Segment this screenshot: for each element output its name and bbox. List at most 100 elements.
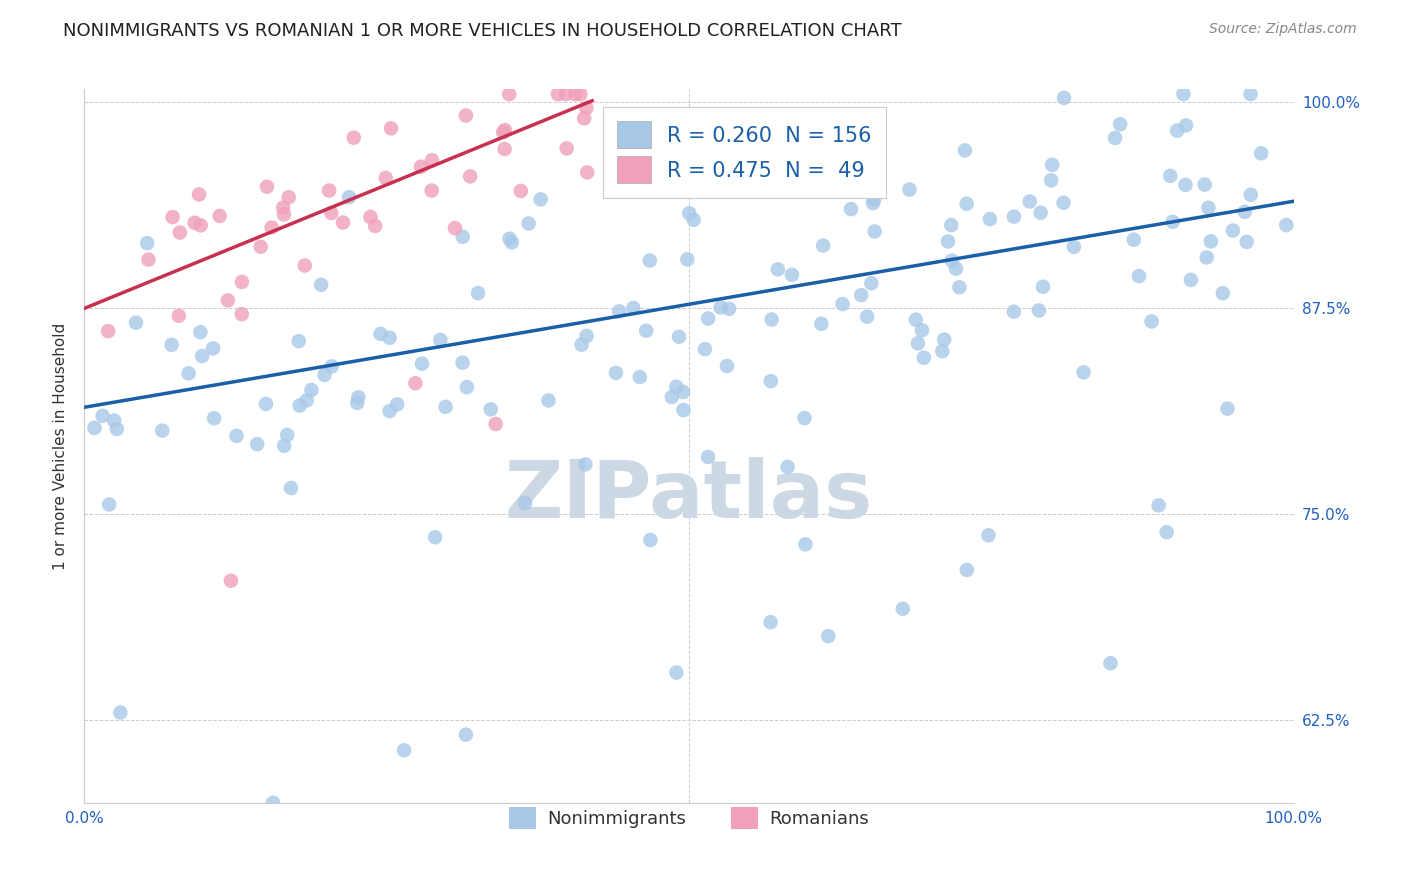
- Point: [309, 277, 332, 292]
- Point: [249, 240, 271, 254]
- Point: [931, 344, 953, 359]
- Point: [467, 286, 489, 301]
- Point: [851, 288, 873, 302]
- Point: [904, 312, 927, 326]
- Point: [98, 498, 121, 512]
- Point: [576, 165, 599, 179]
- Point: [103, 413, 125, 427]
- Point: [1040, 173, 1063, 187]
- Point: [607, 304, 630, 318]
- Point: [1063, 240, 1085, 254]
- Point: [167, 309, 190, 323]
- Point: [912, 351, 935, 365]
- Point: [276, 428, 298, 442]
- Point: [1159, 169, 1181, 183]
- Point: [513, 496, 536, 510]
- Point: [451, 356, 474, 370]
- Point: [217, 293, 239, 308]
- Point: [451, 229, 474, 244]
- Point: [1029, 205, 1052, 219]
- Point: [337, 190, 360, 204]
- Point: [378, 404, 401, 418]
- Point: [359, 210, 381, 224]
- Point: [868, 167, 890, 181]
- Point: [831, 297, 853, 311]
- Point: [136, 236, 159, 251]
- Point: [863, 224, 886, 238]
- Point: [262, 796, 284, 810]
- Point: [301, 383, 323, 397]
- Point: [759, 615, 782, 630]
- Point: [420, 153, 443, 168]
- Point: [665, 380, 688, 394]
- Point: [574, 458, 596, 472]
- Point: [202, 411, 225, 425]
- Point: [429, 333, 451, 347]
- Point: [380, 121, 402, 136]
- Point: [572, 112, 595, 126]
- Point: [492, 125, 515, 139]
- Point: [911, 323, 934, 337]
- Point: [1222, 223, 1244, 237]
- Point: [1194, 178, 1216, 192]
- Point: [945, 261, 967, 276]
- Point: [404, 376, 426, 391]
- Point: [948, 280, 970, 294]
- Point: [332, 216, 354, 230]
- Point: [287, 334, 309, 348]
- Point: [162, 210, 184, 224]
- Point: [936, 235, 959, 249]
- Point: [555, 141, 578, 155]
- Point: [1109, 117, 1132, 131]
- Point: [188, 187, 211, 202]
- Point: [780, 268, 803, 282]
- Point: [1099, 657, 1122, 671]
- Point: [517, 217, 540, 231]
- Point: [953, 144, 976, 158]
- Point: [693, 342, 716, 356]
- Point: [454, 109, 477, 123]
- Point: [898, 183, 921, 197]
- Point: [434, 400, 457, 414]
- Point: [575, 101, 598, 115]
- Point: [668, 330, 690, 344]
- Point: [839, 202, 862, 216]
- Point: [1018, 194, 1040, 209]
- Point: [318, 184, 340, 198]
- Point: [1052, 195, 1074, 210]
- Point: [1275, 218, 1298, 232]
- Point: [231, 275, 253, 289]
- Point: [225, 429, 247, 443]
- Point: [1180, 273, 1202, 287]
- Point: [621, 301, 644, 315]
- Point: [941, 253, 963, 268]
- Point: [494, 123, 516, 137]
- Point: [1040, 158, 1063, 172]
- Point: [231, 307, 253, 321]
- Point: [676, 252, 699, 267]
- Point: [370, 326, 392, 341]
- Point: [811, 238, 834, 252]
- Text: ZIPatlas: ZIPatlas: [505, 457, 873, 535]
- Point: [190, 219, 212, 233]
- Point: [501, 235, 523, 250]
- Point: [160, 338, 183, 352]
- Point: [1156, 525, 1178, 540]
- Point: [273, 207, 295, 221]
- Point: [956, 563, 979, 577]
- Point: [1147, 499, 1170, 513]
- Point: [1250, 146, 1272, 161]
- Point: [710, 301, 733, 315]
- Point: [321, 359, 343, 374]
- Point: [91, 409, 114, 423]
- Point: [860, 277, 883, 291]
- Point: [554, 87, 576, 102]
- Point: [385, 397, 408, 411]
- Point: [280, 481, 302, 495]
- Point: [1174, 178, 1197, 192]
- Point: [661, 390, 683, 404]
- Point: [509, 184, 531, 198]
- Point: [456, 380, 478, 394]
- Point: [254, 397, 277, 411]
- Point: [277, 190, 299, 204]
